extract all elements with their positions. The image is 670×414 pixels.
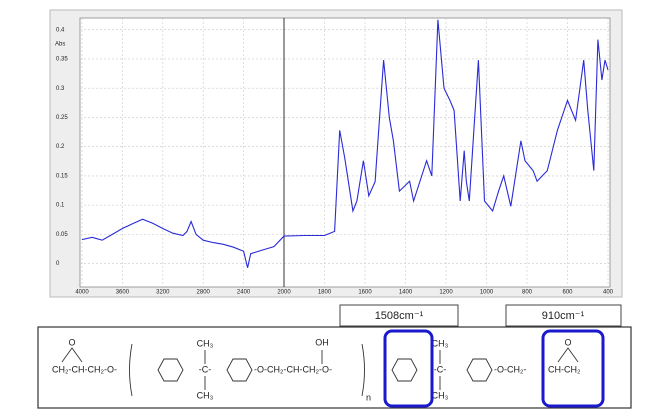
annotation-box [339, 304, 459, 327]
y-tick-label: 0.25 [56, 115, 68, 121]
structure-text: n [366, 392, 371, 402]
structure-drawing [61, 343, 579, 397]
annotation-box [505, 304, 622, 327]
x-tick-label: 1400 [399, 290, 413, 296]
structure-box [37, 326, 632, 409]
spectrum-line [81, 19, 609, 268]
annotation: 910cm⁻¹ [542, 310, 585, 322]
x-tick-label: 600 [562, 290, 573, 296]
structure-text: -O-CH₂- [494, 364, 526, 374]
structure-text: CH₃ [197, 390, 214, 400]
structure-text: -C- [199, 364, 212, 374]
y-tick-label: 0.05 [56, 232, 68, 238]
x-tick-label: 2800 [197, 290, 211, 296]
structure-text: O [68, 337, 75, 347]
x-tick-label: 1200 [439, 290, 453, 296]
y-tick-label: 0 [56, 261, 60, 267]
spectrum [81, 19, 609, 268]
x-tick-label: 800 [522, 290, 533, 296]
y-tick-label: 0.4 [56, 27, 65, 33]
structure-text: CH₂-CH-CH₂-O- [52, 364, 117, 374]
structure-text: CH₃ [197, 338, 214, 348]
structure-text: CH₃ [432, 338, 449, 348]
highlight-box [541, 329, 605, 408]
y-tick-label: 0.35 [56, 57, 68, 63]
x-tick-label: 400 [603, 290, 614, 296]
x-tick-label: 2400 [237, 290, 251, 296]
y-tick-label: 0.2 [56, 144, 65, 150]
plot-area [79, 17, 611, 288]
x-tick-label: 3600 [116, 290, 130, 296]
annotation: 1508cm⁻¹ [375, 310, 424, 322]
structure-text: CH-CH₂ [548, 364, 581, 374]
x-tick-label: 1600 [358, 290, 372, 296]
highlight-box [383, 329, 434, 408]
y-axis-label: Abs [55, 42, 65, 48]
structure-text: O [564, 337, 571, 347]
x-tick-label: 4000 [75, 290, 89, 296]
structure-text: OH [315, 337, 329, 347]
x-tick-label: 2000 [277, 290, 291, 296]
structure-text: CH₃ [432, 390, 449, 400]
grid [80, 18, 610, 287]
y-tick-label: 0.1 [56, 203, 65, 209]
x-tick-label: 3200 [156, 290, 170, 296]
x-tick-label: 1000 [480, 290, 494, 296]
structure-text: -O-CH₂-CH-CH₂-O- [254, 364, 332, 374]
structure-text: -C- [434, 364, 447, 374]
y-tick-label: 0.15 [56, 173, 68, 179]
y-tick-label: 0.3 [56, 86, 65, 92]
x-tick-label: 1800 [318, 290, 332, 296]
